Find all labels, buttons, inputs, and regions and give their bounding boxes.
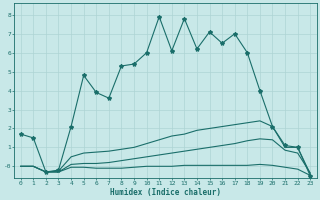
X-axis label: Humidex (Indice chaleur): Humidex (Indice chaleur) <box>110 188 221 197</box>
